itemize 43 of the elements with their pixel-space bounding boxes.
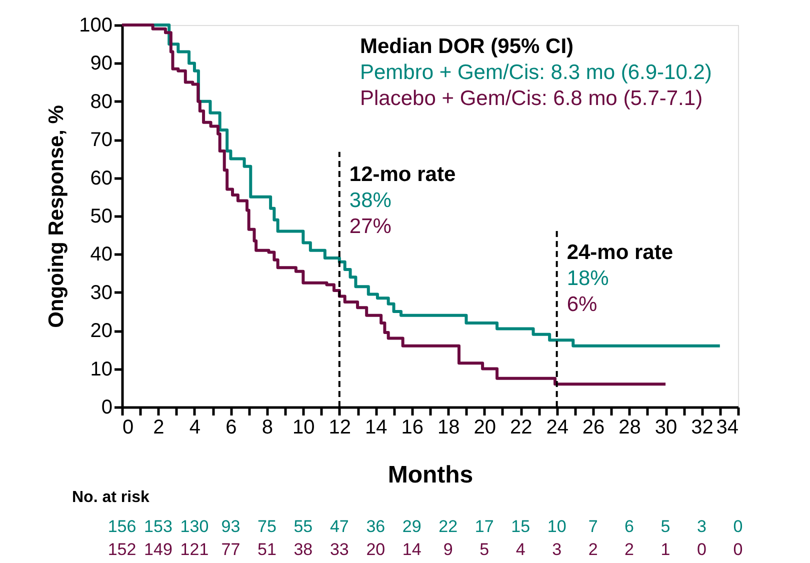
legend-title: Median DOR (95% CI) bbox=[360, 35, 574, 58]
x-tick-label: 32 bbox=[691, 416, 714, 438]
text: 152 149 121 77 51 38 33 20 14 9 5 4 3 2 2 1 0 0 bbox=[108, 540, 743, 559]
x-tick-label: 18 bbox=[437, 416, 460, 438]
annotation: 12-mo rate bbox=[349, 162, 456, 186]
y-tick-label: 30 bbox=[90, 282, 112, 304]
text: Pembro + Gem/Cis: 8.3 mo (6.9-10.2) bbox=[360, 61, 712, 84]
x-tick-label: 0 bbox=[122, 416, 134, 438]
x-tick-label: 20 bbox=[474, 416, 496, 438]
x-tick-label: 22 bbox=[510, 416, 532, 438]
x-tick-label: 6 bbox=[226, 416, 237, 438]
annotation: 18% bbox=[566, 267, 609, 290]
x-tick-label: 12 bbox=[328, 416, 352, 438]
y-tick-label: 80 bbox=[90, 90, 112, 113]
y-tick-label: 50 bbox=[90, 206, 112, 228]
x-tick-label: 14 bbox=[365, 416, 388, 438]
annotation: 27% bbox=[349, 214, 392, 238]
x-tick-label: 10 bbox=[292, 416, 315, 438]
x-tick-label: 4 bbox=[189, 416, 201, 438]
y-tick-label: 10 bbox=[90, 358, 112, 380]
annotation: 24-mo rate bbox=[566, 241, 674, 264]
x-tick-label: 16 bbox=[401, 416, 424, 438]
y-tick-label: 40 bbox=[90, 244, 112, 266]
x-axis-title: Months bbox=[388, 462, 474, 488]
y-tick-label: 60 bbox=[90, 167, 112, 190]
x-tick-label: 2 bbox=[153, 416, 164, 438]
y-tick-label: 90 bbox=[90, 52, 112, 75]
text: No. at risk bbox=[72, 489, 150, 506]
x-tick-label: 34 bbox=[716, 416, 738, 438]
x-tick-label: 30 bbox=[654, 416, 678, 438]
y-axis-title: Ongoing Response, % bbox=[45, 104, 68, 328]
y-tick-label: 70 bbox=[90, 129, 112, 152]
text: 156 153 130 93 75 55 47 36 29 22 17 15 10 7 6 5 3 0 bbox=[108, 517, 743, 536]
y-tick-label: 20 bbox=[90, 320, 112, 342]
text: Placebo + Gem/Cis: 6.8 mo (5.7-7.1) bbox=[360, 87, 703, 110]
x-tick-label: 26 bbox=[582, 416, 605, 438]
annotation: 6% bbox=[566, 293, 598, 316]
x-tick-label: 24 bbox=[546, 416, 568, 438]
x-tick-label: 28 bbox=[618, 416, 641, 438]
x-tick-label: 8 bbox=[262, 416, 274, 438]
y-tick-label: 0 bbox=[101, 396, 112, 418]
y-tick-label: 100 bbox=[79, 14, 112, 36]
annotation: 38% bbox=[349, 188, 392, 212]
